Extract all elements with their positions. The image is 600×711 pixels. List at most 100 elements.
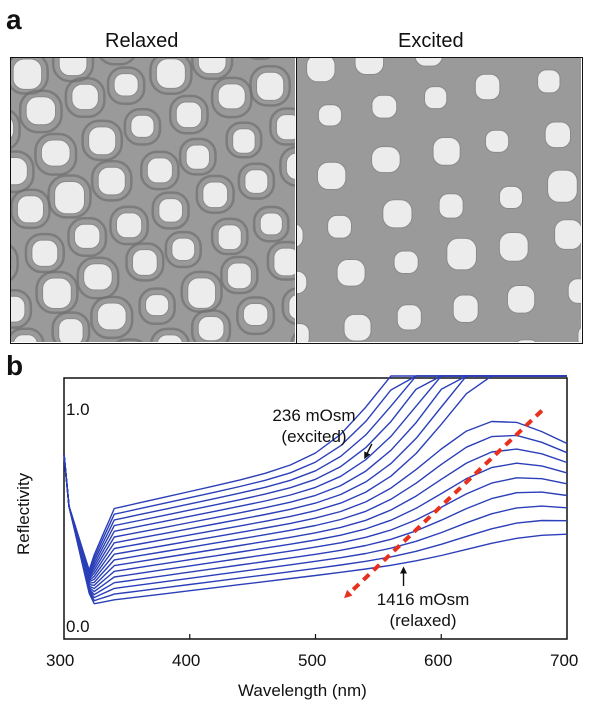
relaxed-pore <box>190 309 232 343</box>
relaxed-pore <box>106 66 146 105</box>
relaxed-pore <box>237 162 276 200</box>
relaxed-pore <box>64 77 106 119</box>
x-axis-title: Wavelength (nm) <box>238 681 367 700</box>
excited-pore <box>424 86 448 110</box>
relaxed-pore <box>109 205 149 246</box>
relaxed-pore <box>225 121 263 159</box>
relaxed-pore <box>51 311 91 343</box>
x-tick-label-700: 700 <box>550 651 579 670</box>
excited-pore <box>297 223 304 248</box>
excited-pore <box>498 231 529 262</box>
relaxed-pore <box>11 327 45 343</box>
relaxed-micrograph <box>10 57 297 344</box>
excited-annotation-state: (excited) <box>281 427 347 446</box>
excited-pore <box>452 294 479 323</box>
relaxed-pore <box>168 94 209 135</box>
excited-pore <box>547 169 578 203</box>
x-tick-label-300: 300 <box>46 651 75 670</box>
relaxed-pore <box>125 242 165 282</box>
relaxed-pore <box>47 174 92 219</box>
relaxed-pore <box>164 230 202 269</box>
relaxed-pore <box>90 159 133 202</box>
relaxed-pore <box>11 244 19 282</box>
relaxed-pore <box>99 58 136 66</box>
excited-pore <box>306 58 336 83</box>
relaxed-pore <box>266 240 296 281</box>
relaxed-pore <box>11 188 51 230</box>
excited-pore <box>414 58 443 67</box>
relaxed-pore <box>281 287 296 326</box>
relaxed-pore <box>34 132 78 176</box>
relaxed-pore <box>138 287 176 326</box>
relaxed-pore <box>11 289 33 329</box>
excited-annotation-osm: 236 mOsm <box>272 406 356 425</box>
relaxed-pore <box>24 232 65 274</box>
excited-pore <box>484 129 510 153</box>
excited-pore <box>297 270 308 295</box>
excited-pore <box>396 304 422 331</box>
excited-pore <box>371 146 401 174</box>
relaxed-pore <box>123 108 162 146</box>
excited-micrograph-image <box>297 58 582 343</box>
spectrum-line-13 <box>63 454 568 593</box>
excited-pore <box>393 250 419 274</box>
relaxed-pore <box>114 338 145 343</box>
relaxed-pore <box>140 150 180 191</box>
relaxed-pore <box>252 205 290 243</box>
excited-pore <box>554 219 582 250</box>
relaxed-pore <box>178 137 217 176</box>
shift-arrow <box>344 409 544 599</box>
spectrum-line-17 <box>63 454 568 605</box>
excited-title: Excited <box>398 30 464 52</box>
relaxed-pore <box>51 58 95 83</box>
excited-pore <box>537 69 561 94</box>
excited-pore <box>567 278 582 304</box>
excited-pore <box>297 323 310 343</box>
panel-a-label: a <box>6 4 22 35</box>
relaxed-pore <box>151 191 190 230</box>
excited-pore <box>327 214 352 239</box>
excited-pore <box>474 73 501 101</box>
excited-pore <box>382 199 413 229</box>
relaxed-annotation-osm: 1416 mOsm <box>376 590 470 609</box>
relaxed-pore <box>76 256 120 300</box>
relaxed-pore <box>18 89 63 134</box>
relaxed-pore <box>210 76 253 119</box>
relaxed-title: Relaxed <box>105 30 179 52</box>
excited-pointer-arrow <box>364 443 373 460</box>
x-tick-label-400: 400 <box>172 651 201 670</box>
excited-pore <box>317 104 343 127</box>
y-axis-title: Reflectivity <box>14 472 33 555</box>
relaxed-pore <box>249 65 291 107</box>
excited-pore <box>577 325 582 343</box>
relaxed-pore <box>11 150 35 194</box>
relaxed-pore <box>236 296 276 336</box>
relaxed-pore <box>249 58 271 60</box>
relaxed-pore <box>195 174 235 214</box>
spectrum-line-11 <box>63 448 568 587</box>
relaxed-pore <box>35 270 79 314</box>
relaxed-pore <box>81 119 123 162</box>
relaxed-annotation-state: (relaxed) <box>389 611 457 630</box>
reflectivity-chart <box>63 375 568 640</box>
excited-micrograph <box>296 57 583 344</box>
excited-pore <box>336 258 366 287</box>
excited-pore <box>371 94 398 119</box>
relaxed-pore <box>149 327 190 343</box>
excited-pore <box>438 193 464 219</box>
y-tick-label-1: 1.0 <box>66 400 90 419</box>
excited-pore <box>316 161 347 190</box>
excited-pore <box>506 285 536 314</box>
excited-pore <box>432 136 461 166</box>
panel-b-label: b <box>6 350 24 381</box>
relaxed-pore <box>191 58 234 80</box>
relaxed-pore <box>220 255 259 295</box>
y-tick-label-0: 0.0 <box>66 617 90 636</box>
relaxed-pore <box>90 295 134 340</box>
relaxed-pore <box>269 107 296 146</box>
relaxed-micrograph-image <box>11 58 296 343</box>
relaxed-annotation: 1416 mOsm (relaxed) <box>368 589 478 631</box>
tick-marks <box>189 634 442 639</box>
series-group <box>63 375 568 605</box>
excited-annotation: 236 mOsm (excited) <box>254 405 374 447</box>
